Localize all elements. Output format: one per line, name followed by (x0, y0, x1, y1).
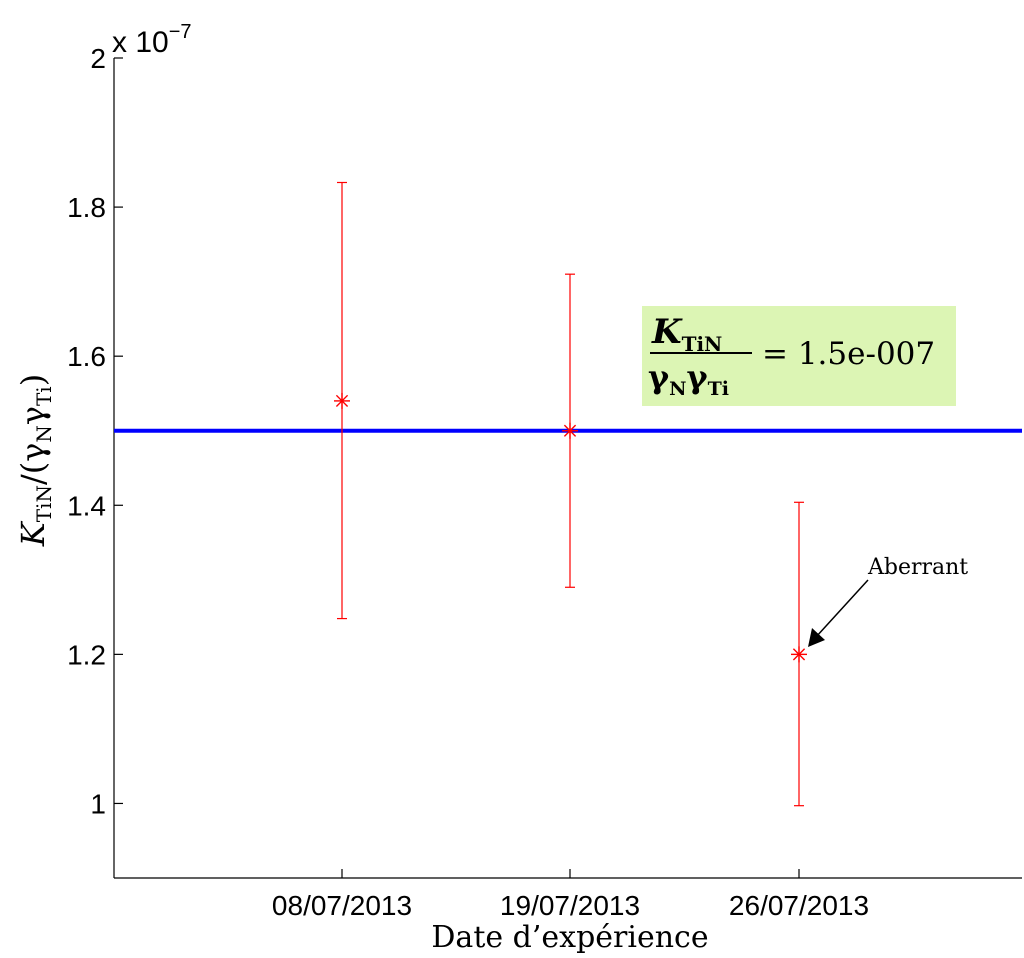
outlier-annotation: Aberrant (808, 555, 968, 647)
data-point (791, 646, 807, 663)
x-axis-label: Date d’expérience (431, 920, 708, 955)
x-tick-label: 08/07/2013 (272, 890, 412, 921)
series-points (334, 181, 807, 807)
x-tick-label: 19/07/2013 (500, 890, 640, 921)
y-tick-label: 2 (90, 43, 106, 74)
formula-box-background (642, 306, 956, 406)
x-tick-label: 26/07/2013 (729, 890, 869, 921)
formula-denominator: γNγTi (648, 358, 729, 400)
data-point (562, 422, 578, 439)
marker-stroke (335, 394, 349, 408)
formula-annotation: KTiN γNγTi = 1.5e-007 (642, 306, 956, 406)
y-tick-label: 1.8 (67, 192, 106, 223)
data-point (334, 392, 350, 409)
y-tick-label: 1.2 (67, 639, 106, 670)
outlier-label: Aberrant (867, 555, 968, 580)
y-multiplier: x 10−7 (112, 21, 192, 59)
formula-rhs: = 1.5e-007 (762, 336, 935, 372)
y-tick-label: 1 (90, 788, 106, 819)
y-ticks: 1 1.2 1.4 1.6 1.8 2 (67, 43, 123, 819)
outlier-arrow-line (815, 579, 869, 638)
y-tick-label: 1.4 (67, 490, 106, 521)
y-axis-label: KTiN/(γNγTi) (14, 374, 56, 547)
marker-stroke (792, 648, 806, 661)
outlier-arrowhead (808, 628, 825, 647)
y-multiplier-base: x 10 (112, 26, 169, 59)
y-tick-label: 1.6 (67, 341, 106, 372)
axes (113, 58, 1022, 879)
x-ticks: 08/07/2013 19/07/2013 26/07/2013 (272, 869, 869, 921)
y-multiplier-exponent: −7 (169, 21, 192, 43)
marker-stroke (563, 424, 577, 437)
